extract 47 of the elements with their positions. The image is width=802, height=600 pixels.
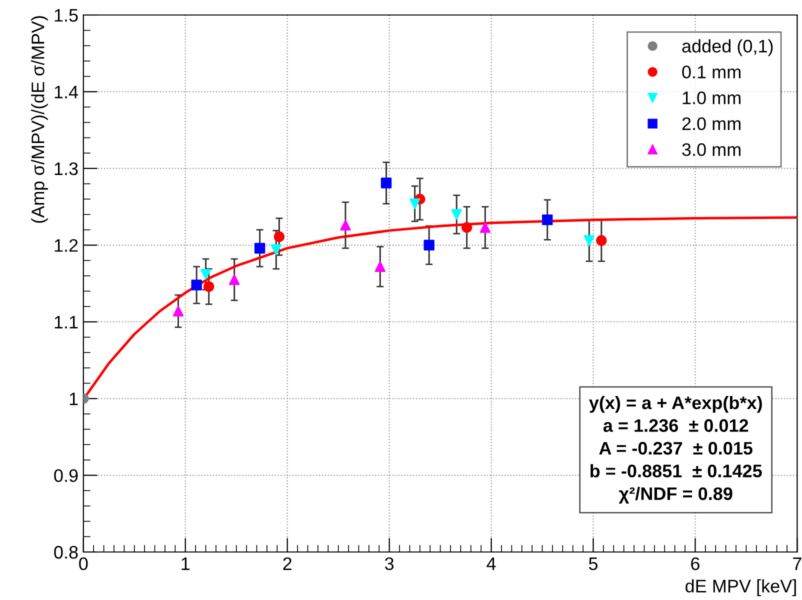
x-tick-label: 1 (182, 558, 190, 570)
point (480, 222, 491, 233)
point (274, 231, 285, 242)
x-tick-label: 5 (588, 558, 598, 570)
annotation: y(x) = a + A*exp(b*x) (589, 396, 762, 413)
point (228, 274, 240, 286)
x-tick-label: 0 (79, 557, 88, 570)
y-axis-title: (Amp σ/MPV)/(dE σ/MPV) (31, 16, 48, 223)
point (380, 178, 392, 188)
point (172, 306, 184, 316)
x-tick-label: 6 (691, 557, 700, 570)
point (461, 222, 472, 233)
legend-label: 0.1 mm (682, 66, 740, 78)
point (270, 244, 282, 256)
annotation: A = -0.237 ± 0.015 (599, 442, 752, 455)
point (203, 281, 214, 292)
point (584, 235, 595, 246)
point (451, 209, 462, 220)
x-tick-label: 3 (384, 557, 394, 570)
legend-label: 2.0 mm (682, 117, 740, 130)
y-tick-label: 1 (70, 392, 78, 406)
y-tick-label: 1.4 (54, 86, 78, 98)
point (596, 235, 607, 246)
annotation: b = -0.8851 ± 0.1425 (590, 464, 762, 478)
annotation: χ²/NDF = 0.89 (618, 486, 732, 504)
legend-label: 1.0 mm (682, 92, 740, 104)
point (191, 280, 202, 290)
point (200, 268, 212, 280)
y-tick-label: 1.2 (54, 239, 78, 252)
point (254, 242, 266, 254)
legend-label: added (0,1) (682, 39, 773, 56)
y-tick-label: 1.3 (54, 162, 78, 176)
x-tick-label: 7 (793, 558, 802, 570)
x-tick-label: 2 (283, 557, 292, 570)
y-tick-label: 0.9 (54, 469, 78, 482)
point (409, 198, 420, 210)
point (374, 261, 386, 272)
y-tick-label: 1.1 (54, 316, 78, 328)
y-tick-label: 1.5 (54, 9, 78, 22)
x-tick-label: 4 (486, 558, 496, 570)
legend-label: 3.0 mm (682, 143, 740, 156)
x-axis-title: dE MPV [keV] (686, 579, 796, 596)
point (542, 214, 553, 226)
point (424, 240, 434, 250)
point (340, 220, 351, 231)
y-tick-label: 0.8 (54, 546, 78, 559)
annotation: a = 1.236 ± 0.012 (603, 419, 748, 432)
